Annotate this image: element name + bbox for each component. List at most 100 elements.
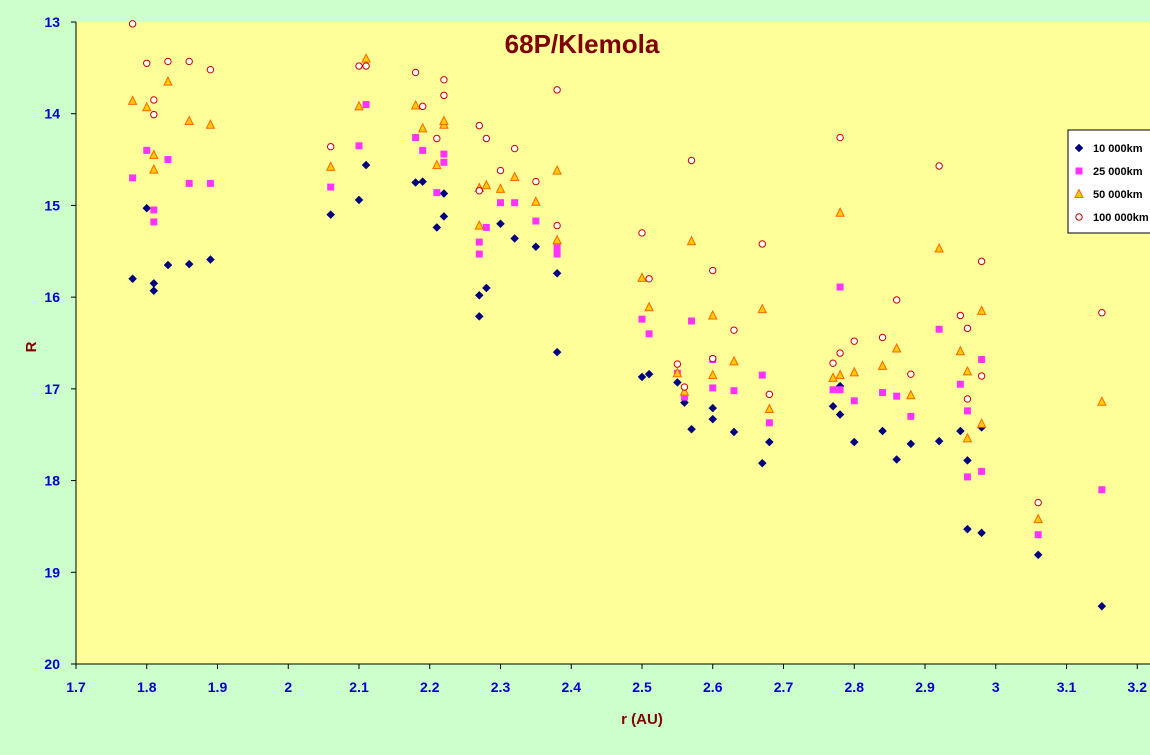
data-point (962, 432, 973, 443)
data-point (1033, 550, 1043, 560)
x-tick-label: 3.1 (1057, 679, 1077, 695)
y-tick-label: 19 (44, 564, 60, 580)
data-point (1098, 309, 1106, 317)
data-point (432, 223, 442, 232)
x-tick-label: 3 (992, 679, 1000, 695)
data-point (532, 217, 540, 225)
data-point (128, 274, 137, 284)
data-point (764, 403, 775, 414)
series-10-000km (128, 160, 1107, 611)
x-tick-label: 1.8 (137, 679, 157, 695)
plot-area (76, 22, 1150, 664)
data-point (481, 179, 492, 190)
data-point (977, 257, 986, 266)
data-point (185, 57, 193, 66)
data-point (893, 392, 901, 400)
data-point (440, 158, 448, 166)
data-point (963, 456, 972, 465)
data-point (142, 203, 152, 213)
data-point (1034, 531, 1042, 539)
y-tick-label: 13 (44, 14, 60, 30)
data-point (765, 419, 773, 427)
x-tick-label: 2.6 (703, 679, 723, 695)
data-point (475, 121, 483, 130)
axes (75, 22, 1150, 665)
data-point (850, 337, 858, 345)
data-point (707, 309, 718, 320)
data-point (150, 218, 158, 226)
data-point (829, 359, 837, 367)
data-point (440, 150, 448, 158)
data-point (433, 189, 441, 197)
data-point (757, 458, 767, 468)
data-point (418, 177, 428, 186)
data-point (496, 166, 505, 175)
data-point (552, 234, 562, 245)
data-point (149, 149, 159, 159)
data-point (552, 164, 562, 175)
data-point (552, 347, 562, 357)
data-point (708, 414, 718, 424)
data-point (879, 389, 887, 397)
data-point (150, 110, 158, 119)
x-tick-label: 2.9 (915, 679, 935, 695)
data-point (205, 119, 216, 129)
data-point (354, 195, 364, 205)
legend-marker (1075, 213, 1083, 221)
data-point (956, 380, 964, 388)
x-tick-label: 2 (284, 679, 292, 695)
data-point (709, 266, 717, 275)
data-point (849, 366, 860, 377)
data-point (411, 178, 420, 187)
data-point (497, 199, 504, 207)
data-point (327, 183, 335, 191)
data-point (163, 260, 173, 270)
data-point (963, 395, 972, 403)
data-point (482, 134, 491, 143)
data-point (956, 426, 965, 436)
data-point (707, 369, 718, 380)
data-point (828, 372, 838, 382)
data-point (474, 290, 484, 300)
data-point (1097, 396, 1107, 406)
data-point (956, 311, 965, 320)
legend-marker (1075, 167, 1083, 175)
data-point (164, 57, 172, 66)
data-point (672, 367, 683, 378)
data-point (893, 296, 901, 304)
data-point (163, 75, 173, 86)
data-point (679, 385, 690, 396)
data-point (481, 283, 491, 293)
data-point (149, 164, 159, 174)
data-point (510, 144, 519, 153)
data-point (638, 229, 646, 237)
data-point (877, 360, 888, 370)
data-point (509, 171, 520, 181)
data-point (978, 356, 986, 364)
data-point (143, 146, 151, 154)
data-point (417, 122, 428, 133)
data-point (411, 68, 420, 77)
data-point (907, 370, 915, 378)
data-point (510, 234, 520, 243)
data-point (836, 133, 844, 142)
legend: 10 000km 25 000km 50 000km 100 000km (1067, 129, 1150, 234)
data-point (149, 279, 159, 288)
data-point (412, 134, 420, 142)
data-point (553, 250, 561, 258)
data-point (361, 53, 371, 63)
x-tick-label: 2.4 (562, 679, 582, 695)
data-point (475, 250, 483, 258)
legend-marker (1074, 188, 1084, 198)
data-point (977, 528, 986, 538)
x-tick-label: 2.2 (420, 679, 440, 695)
legend-label: 50 000km (1093, 189, 1143, 201)
x-tick-label: 1.9 (208, 679, 228, 695)
data-point (482, 223, 490, 231)
data-point (143, 59, 151, 67)
data-point (849, 437, 859, 447)
data-point (355, 142, 363, 150)
x-tick-label: 2.8 (845, 679, 865, 695)
data-point (150, 96, 158, 104)
